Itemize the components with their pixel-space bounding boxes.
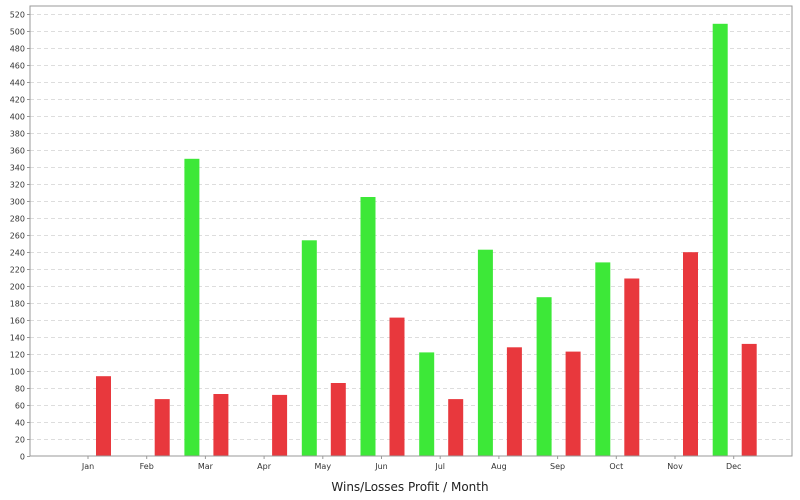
bar bbox=[536, 297, 552, 456]
y-tick-label: 460 bbox=[10, 62, 25, 71]
x-tick-label: Mar bbox=[198, 462, 214, 471]
y-tick-label: 520 bbox=[10, 11, 25, 20]
y-tick-label: 240 bbox=[10, 249, 25, 258]
x-tick-label: Nov bbox=[667, 462, 683, 471]
y-tick-label: 200 bbox=[10, 283, 25, 292]
x-tick-label: Sep bbox=[550, 462, 565, 471]
plot-frame bbox=[29, 5, 793, 457]
bar bbox=[419, 352, 435, 456]
bar bbox=[389, 317, 405, 456]
grid-lines bbox=[30, 14, 792, 440]
y-tick-label: 500 bbox=[10, 28, 25, 37]
y-tick-label: 60 bbox=[15, 402, 25, 411]
y-tick-label: 160 bbox=[10, 317, 25, 326]
y-tick-label: 40 bbox=[15, 419, 25, 428]
bar bbox=[477, 249, 493, 456]
y-tick-label: 180 bbox=[10, 300, 25, 309]
y-tick-label: 0 bbox=[20, 453, 25, 462]
x-tick-label: Oct bbox=[609, 462, 623, 471]
bar bbox=[712, 23, 728, 457]
bar bbox=[741, 343, 757, 456]
y-tick-label: 100 bbox=[10, 368, 25, 377]
bar bbox=[624, 278, 640, 456]
bar bbox=[330, 383, 346, 456]
y-tick-label: 220 bbox=[10, 266, 25, 275]
bar bbox=[154, 399, 170, 456]
y-tick-label: 380 bbox=[10, 130, 25, 139]
bar bbox=[506, 347, 522, 456]
y-tick-label: 400 bbox=[10, 113, 25, 122]
y-tick-label: 260 bbox=[10, 232, 25, 241]
y-tick-label: 360 bbox=[10, 147, 25, 156]
bar bbox=[360, 197, 376, 456]
bar bbox=[565, 351, 581, 456]
y-tick-label: 480 bbox=[10, 45, 25, 54]
bar bbox=[184, 158, 200, 457]
y-tick-label: 300 bbox=[10, 198, 25, 207]
x-tick-label: May bbox=[315, 462, 332, 471]
bar bbox=[96, 376, 111, 456]
bars bbox=[96, 23, 757, 457]
y-axis: 0 20 40 60 80 100 120 140 160 180 200 220 240 260 280 3… bbox=[10, 11, 30, 462]
bar bbox=[683, 252, 698, 456]
y-tick-label: 80 bbox=[15, 385, 25, 394]
x-axis: Jan Feb Mar Apr May Jun Jul Aug Sep Oct Nov Dec bbox=[81, 456, 741, 471]
x-tick-label: Apr bbox=[257, 462, 272, 471]
y-tick-label: 20 bbox=[15, 436, 25, 445]
y-tick-label: 420 bbox=[10, 96, 25, 105]
bar bbox=[448, 399, 464, 456]
y-tick-label: 120 bbox=[10, 351, 25, 360]
x-tick-label: Dec bbox=[726, 462, 741, 471]
bar bbox=[595, 262, 611, 456]
bar bbox=[213, 394, 229, 456]
x-tick-label: Feb bbox=[140, 462, 154, 471]
y-tick-label: 280 bbox=[10, 215, 25, 224]
y-tick-label: 140 bbox=[10, 334, 25, 343]
y-tick-label: 440 bbox=[10, 79, 25, 88]
x-tick-label: Jul bbox=[434, 462, 445, 471]
y-tick-label: 340 bbox=[10, 164, 25, 173]
x-tick-label: Jan bbox=[81, 462, 94, 471]
x-tick-label: Jun bbox=[374, 462, 388, 471]
bar bbox=[301, 240, 317, 456]
x-tick-label: Aug bbox=[491, 462, 507, 471]
chart-title: Wins/Losses Profit / Month bbox=[331, 480, 488, 494]
y-tick-label: 320 bbox=[10, 181, 25, 190]
bar bbox=[272, 394, 288, 456]
